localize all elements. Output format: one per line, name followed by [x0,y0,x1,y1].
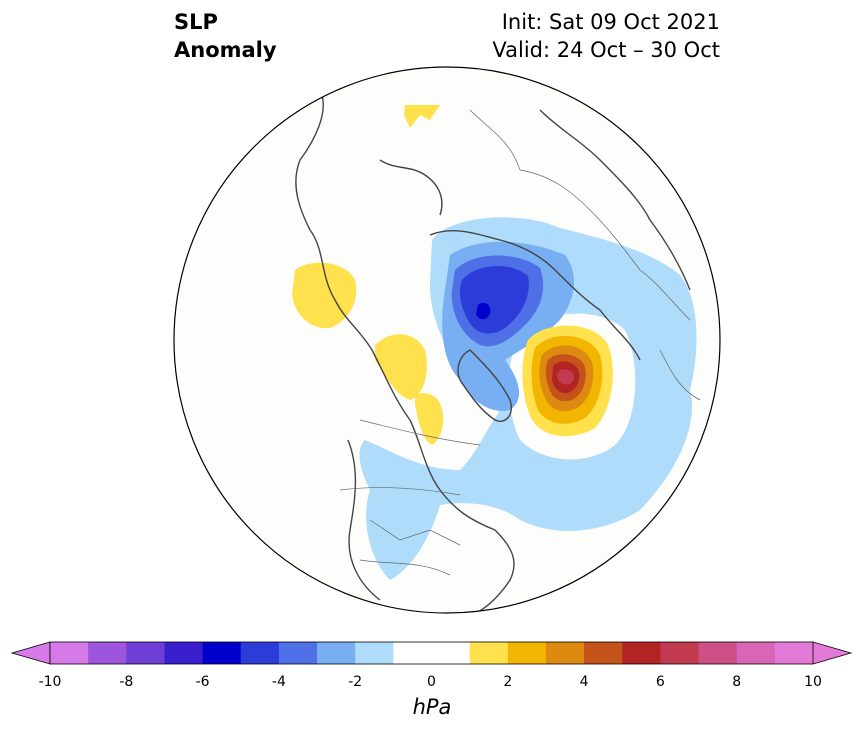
colorbar-swatch [736,642,776,664]
colorbar-swatch [240,642,280,664]
colorbar-swatch [431,642,471,664]
colorbar-swatch [164,642,204,664]
colorbar-tick-label: 2 [503,674,513,690]
colorbar-swatch [545,642,585,664]
anomaly-region-minus5 [476,302,491,320]
anomaly-region-minus4 [460,265,529,334]
anomaly-field [292,89,701,613]
colorbar-swatch [622,642,661,664]
colorbar-swatch [469,642,509,664]
colorbar-swatch [774,642,814,664]
init-date: Init: Sat 09 Oct 2021 [501,10,720,34]
anomaly-patch-north [404,105,440,128]
colorbar [10,641,853,665]
polar-map [173,66,721,614]
colorbar-swatch [126,642,165,664]
colorbar-swatch [202,642,242,664]
colorbar-tick-label: 10 [804,674,822,690]
colorbar-tick-label: -2 [348,674,363,690]
colorbar-unit-label: hPa [412,695,452,719]
colorbar-swatch [317,642,356,664]
anomaly-region-plus6 [557,369,575,385]
colorbar-swatch [88,642,127,664]
anomaly-patch-center [375,334,427,400]
colorbar-tick-label: -4 [271,674,286,690]
anomaly-patch-south [415,393,444,445]
colorbar-swatch [698,642,738,664]
colorbar-border [49,641,814,665]
country-borders [339,109,701,576]
colorbar-tick-label: -6 [195,674,210,690]
colorbar-tick-label: 0 [427,674,436,690]
map-boundary [173,66,721,614]
colorbar-tick-label: -8 [119,674,134,690]
colorbar-tick-label: 4 [579,674,589,690]
colorbar-swatch [278,642,318,664]
colorbar-tick-label: -10 [38,674,62,690]
colorbar-swatch [660,642,700,664]
colorbar-swatch [507,642,547,664]
anomaly-patch-west [292,262,357,329]
title-variable-sub: Anomaly [174,38,277,62]
colorbar-tick-label: 8 [732,674,742,690]
valid-range: Valid: 24 Oct – 30 Oct [492,38,720,62]
map-title: SLP Anomaly [174,8,277,64]
colorbar-extend-high [812,641,853,665]
colorbar-swatch [50,642,89,664]
colorbar-swatch [355,642,394,664]
date-info: Init: Sat 09 Oct 2021 Valid: 24 Oct – 30… [492,8,720,64]
title-variable: SLP [174,10,218,34]
coastlines [295,89,691,613]
colorbar-swatch [393,642,432,664]
colorbar-tick-label: 6 [655,674,665,690]
colorbar-extend-low [10,641,51,665]
colorbar-swatch [584,642,623,664]
